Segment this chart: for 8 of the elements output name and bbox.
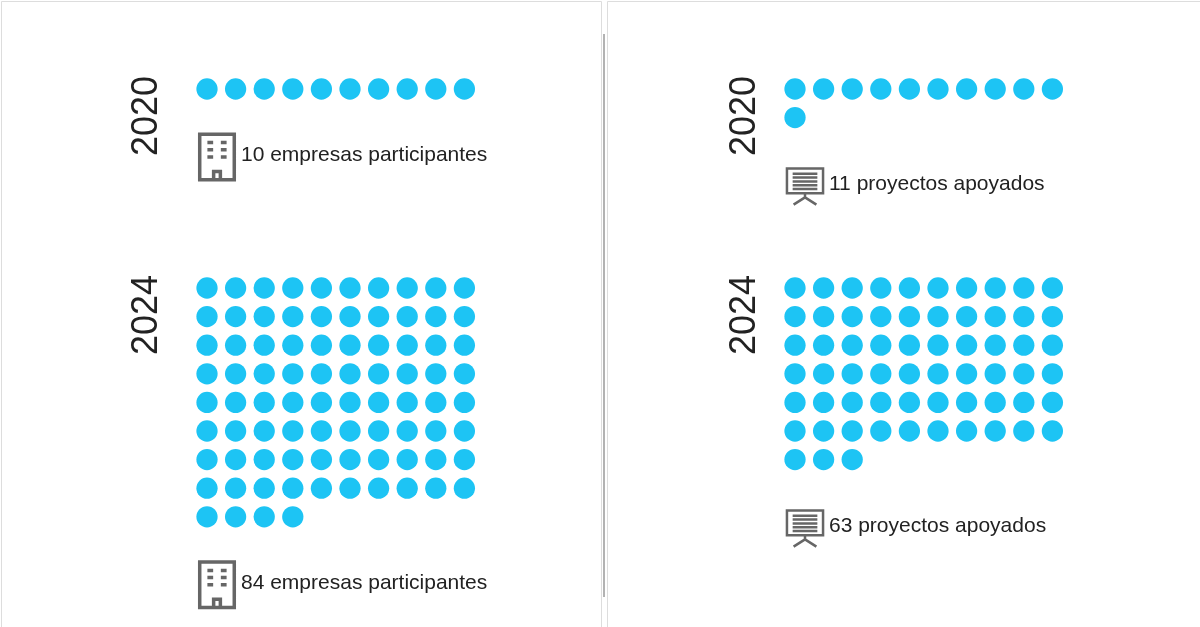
category-label: 2024: [722, 274, 763, 356]
category-label: 2020: [722, 75, 763, 157]
data-label: 11 proyectos apoyados: [829, 170, 1045, 194]
data-label: 63 proyectos apoyados: [829, 512, 1047, 536]
category-label: 2020: [124, 75, 165, 157]
data-label: 84 empresas participantes: [241, 569, 488, 593]
data-label: 10 empresas participantes: [241, 142, 488, 165]
category-label: 2024: [124, 274, 165, 356]
